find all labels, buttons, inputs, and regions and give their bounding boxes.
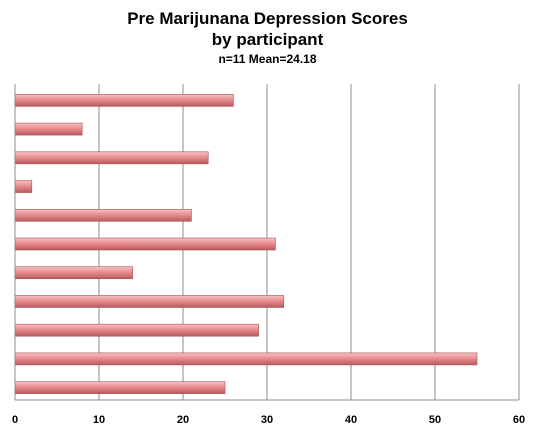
bar [14,180,33,193]
chart-subtitle: n=11 Mean=24.18 [218,52,317,66]
bar [14,295,285,308]
bar [14,208,192,222]
chart-title-line-2: by participant [211,30,324,49]
x-tick-label: 20 [177,414,189,426]
x-tick-label: 30 [261,414,273,426]
chart-title: Pre Marijunana Depression Scores [127,9,408,28]
x-tick-label: 10 [93,414,105,426]
x-tick-label: 50 [429,414,441,426]
x-tick-label: 60 [513,414,525,426]
bars [14,94,478,394]
x-axis: 0 10 20 30 40 50 60 [12,84,525,426]
bar [14,94,234,107]
bar [14,237,276,251]
x-tick-label: 40 [345,414,357,426]
bar [14,352,478,366]
bar [14,266,133,280]
chart-title-block: Pre Marijunana Depression Scores by part… [0,8,535,67]
x-tick-label: 0 [12,414,18,426]
bar [14,381,226,394]
bar [14,122,83,136]
bar [14,323,259,337]
bar [14,151,209,165]
